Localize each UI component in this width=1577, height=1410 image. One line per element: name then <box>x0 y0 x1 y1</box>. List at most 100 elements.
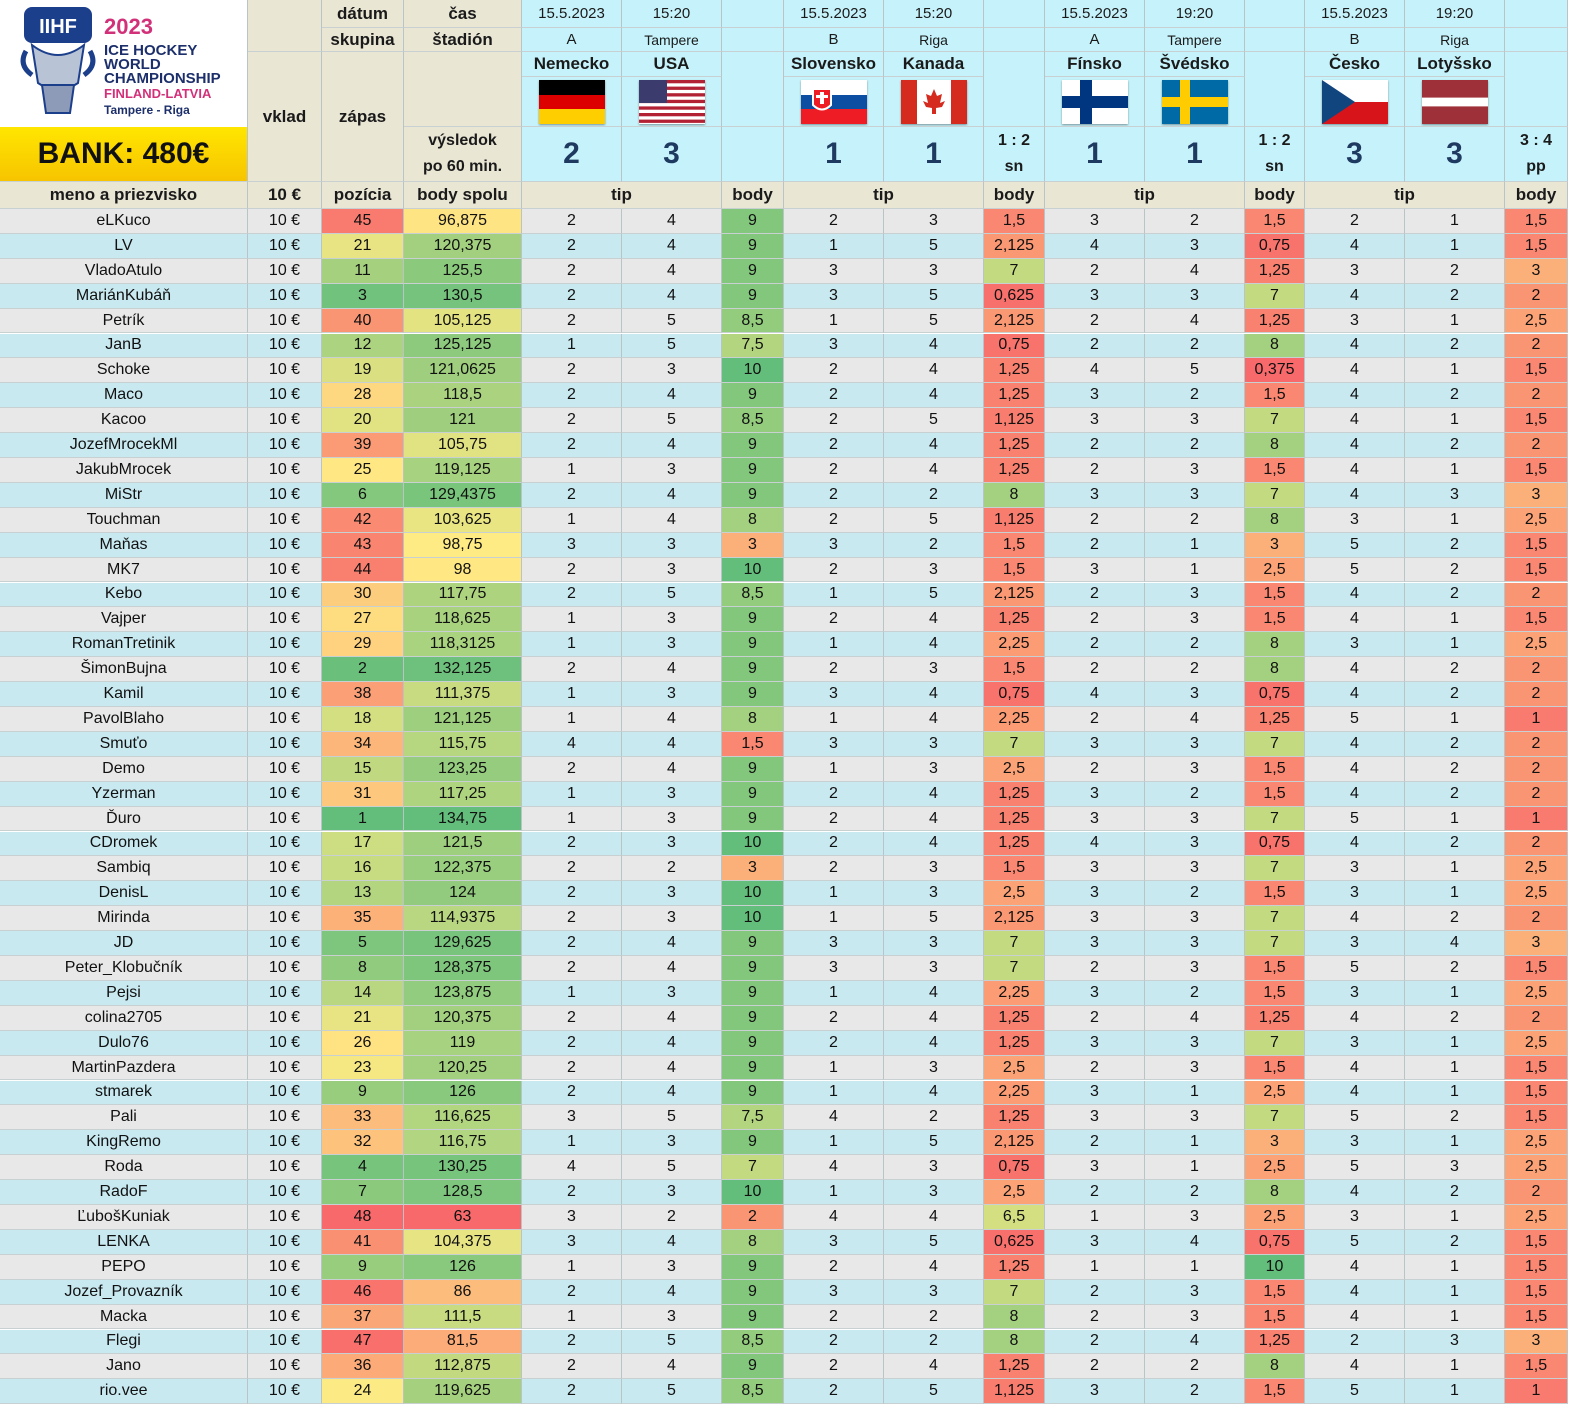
tip-home: 4 <box>1305 333 1405 359</box>
tip-away: 1 <box>1405 1279 1505 1305</box>
match-points: 2,5 <box>1505 632 1568 658</box>
player-name: JD <box>0 931 248 956</box>
tip-away: 3 <box>1145 1030 1245 1056</box>
tip-home: 2 <box>522 856 622 882</box>
player-position: 46 <box>322 1279 404 1305</box>
tip-away: 5 <box>622 1329 722 1355</box>
tip-home: 2 <box>1045 1055 1145 1081</box>
tip-home: 3 <box>1045 209 1145 234</box>
match-blank-mid <box>984 28 1045 52</box>
match-points: 1 <box>1505 1379 1568 1405</box>
tip-home: 2 <box>522 956 622 981</box>
tip-home: 3 <box>1305 881 1405 907</box>
tip-home: 1 <box>522 607 622 633</box>
match-points: 1,5 <box>1245 1304 1305 1330</box>
player-total-points: 119,125 <box>404 458 522 483</box>
tip-home: 1 <box>784 707 884 732</box>
tip-home: 4 <box>784 1105 884 1131</box>
tip-away: 4 <box>884 383 984 409</box>
germany-flag-cell <box>522 77 622 127</box>
player-position: 34 <box>322 731 404 757</box>
tip-away: 2 <box>1405 1005 1505 1031</box>
player-name: Jano <box>0 1354 248 1380</box>
player-vklad: 10 € <box>248 233 322 259</box>
tip-away: 2 <box>1145 333 1245 359</box>
match-points: 9 <box>722 1005 784 1031</box>
tip-home: 1 <box>784 1180 884 1205</box>
tip-home: 4 <box>1305 582 1405 608</box>
match-overtime-result: 1 : 2 sn <box>1245 127 1305 182</box>
tip-home: 1 <box>784 1055 884 1081</box>
match-points: 2 <box>1505 781 1568 807</box>
player-vklad: 10 € <box>248 458 322 483</box>
tip-away: 2 <box>1145 1354 1245 1380</box>
header-body: body <box>1505 182 1568 209</box>
player-vklad: 10 € <box>248 209 322 234</box>
tip-home: 2 <box>1305 1329 1405 1355</box>
tip-away: 3 <box>622 682 722 707</box>
player-total-points: 128,375 <box>404 956 522 981</box>
header-pozicia: pozícia <box>322 182 404 209</box>
tip-away: 2 <box>1405 582 1505 608</box>
match-group: A <box>1045 28 1145 52</box>
match-points: 2 <box>1505 682 1568 707</box>
tip-home: 2 <box>522 931 622 956</box>
tip-away: 4 <box>1145 1329 1245 1355</box>
player-position: 26 <box>322 1030 404 1056</box>
player-name: RomanTretinik <box>0 632 248 658</box>
germany-flag-icon <box>538 79 605 124</box>
tip-away: 2 <box>884 532 984 558</box>
tip-home: 5 <box>1305 806 1405 832</box>
header-body: body <box>1245 182 1305 209</box>
player-name: Roda <box>0 1155 248 1181</box>
header-body: body <box>984 182 1045 209</box>
tip-away: 1 <box>1405 881 1505 907</box>
tip-home: 2 <box>784 831 884 857</box>
tip-away: 2 <box>884 482 984 508</box>
match-points: 2,5 <box>1245 1080 1305 1106</box>
tip-home: 2 <box>522 1005 622 1031</box>
tip-home: 1 <box>784 756 884 782</box>
tip-home: 4 <box>784 1155 884 1181</box>
slovakia-flag-icon <box>800 79 867 124</box>
match-points: 2,5 <box>984 1180 1045 1205</box>
tip-home: 3 <box>784 931 884 956</box>
tip-away: 3 <box>884 258 984 284</box>
tip-away: 2 <box>884 1105 984 1131</box>
tip-home: 3 <box>1305 507 1405 533</box>
tip-home: 3 <box>1305 1030 1405 1056</box>
match-points: 2,125 <box>984 308 1045 334</box>
match-points: 0,75 <box>1245 831 1305 857</box>
tip-away: 4 <box>622 1005 722 1031</box>
header-vklad-value: 10 € <box>248 182 322 209</box>
player-total-points: 129,625 <box>404 931 522 956</box>
player-vklad: 10 € <box>248 333 322 359</box>
tip-away: 2 <box>1405 532 1505 558</box>
match-points: 2 <box>1505 756 1568 782</box>
match-blank-top <box>984 0 1045 28</box>
tip-away: 1 <box>1405 1055 1505 1081</box>
tip-home: 4 <box>1305 383 1405 409</box>
match-points: 2 <box>1505 657 1568 683</box>
tip-home: 2 <box>522 1329 622 1355</box>
match-points: 9 <box>722 482 784 508</box>
match-points: 7,5 <box>722 1105 784 1131</box>
tip-home: 2 <box>784 408 884 434</box>
tip-home: 4 <box>1305 756 1405 782</box>
tip-away: 4 <box>884 1205 984 1230</box>
player-total-points: 115,75 <box>404 731 522 757</box>
tip-away: 1 <box>1405 507 1505 533</box>
tip-away: 2 <box>1145 1180 1245 1205</box>
match-date: 15.5.2023 <box>522 0 622 28</box>
player-total-points: 104,375 <box>404 1229 522 1255</box>
player-total-points: 128,5 <box>404 1180 522 1205</box>
tip-home: 5 <box>1305 557 1405 583</box>
player-position: 41 <box>322 1229 404 1255</box>
tip-away: 2 <box>1145 657 1245 683</box>
player-total-points: 119,625 <box>404 1379 522 1405</box>
tip-away: 1 <box>1405 1205 1505 1230</box>
tip-home: 2 <box>1045 582 1145 608</box>
tip-home: 1 <box>784 1130 884 1156</box>
match-points: 8 <box>1245 1354 1305 1380</box>
header-skupina: skupina <box>322 28 404 52</box>
